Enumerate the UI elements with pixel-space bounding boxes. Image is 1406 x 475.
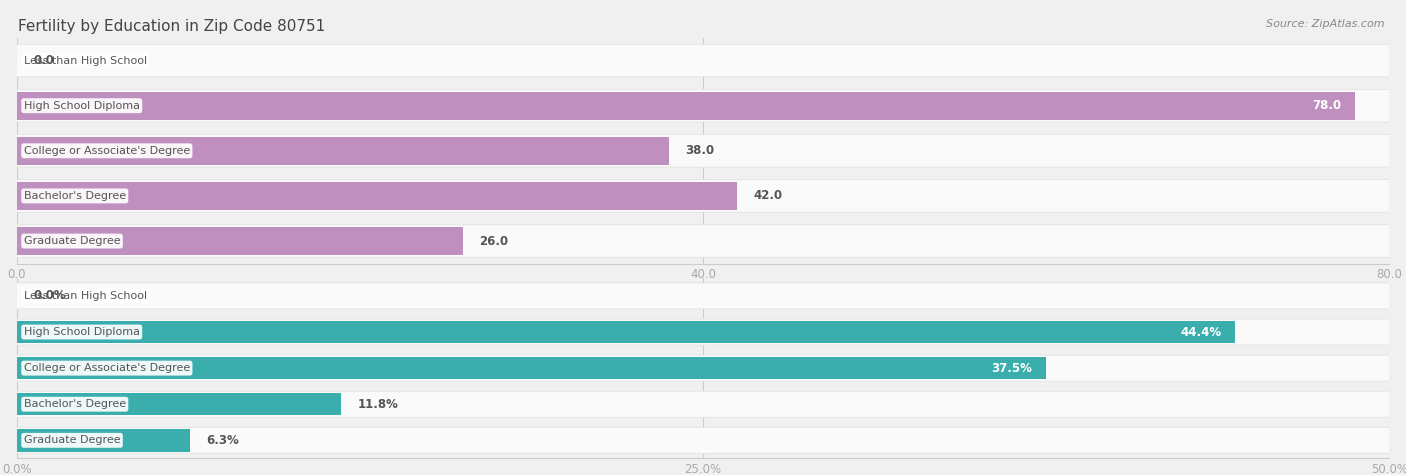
Text: College or Associate's Degree: College or Associate's Degree: [24, 146, 190, 156]
FancyBboxPatch shape: [17, 89, 1389, 122]
FancyBboxPatch shape: [17, 44, 1389, 77]
Text: 78.0: 78.0: [1312, 99, 1341, 112]
Text: College or Associate's Degree: College or Associate's Degree: [24, 363, 190, 373]
Text: Graduate Degree: Graduate Degree: [24, 435, 121, 446]
Bar: [17, 92, 1355, 120]
Text: 38.0: 38.0: [685, 144, 714, 157]
FancyBboxPatch shape: [17, 180, 1389, 212]
Text: Graduate Degree: Graduate Degree: [24, 236, 121, 246]
FancyBboxPatch shape: [17, 391, 1389, 417]
FancyBboxPatch shape: [17, 428, 1389, 453]
FancyBboxPatch shape: [17, 283, 1389, 309]
Text: High School Diploma: High School Diploma: [24, 327, 139, 337]
Text: Bachelor's Degree: Bachelor's Degree: [24, 191, 127, 201]
Text: 42.0: 42.0: [754, 190, 783, 202]
Text: 11.8%: 11.8%: [357, 398, 398, 411]
Text: 37.5%: 37.5%: [991, 361, 1032, 375]
Text: Source: ZipAtlas.com: Source: ZipAtlas.com: [1267, 19, 1385, 29]
Text: 0.0%: 0.0%: [34, 289, 66, 303]
FancyBboxPatch shape: [17, 134, 1389, 167]
Text: Fertility by Education in Zip Code 80751: Fertility by Education in Zip Code 80751: [18, 19, 326, 34]
Text: 6.3%: 6.3%: [207, 434, 239, 447]
Bar: [17, 393, 340, 416]
Bar: [17, 182, 737, 210]
Text: Less than High School: Less than High School: [24, 291, 146, 301]
Bar: [17, 321, 1236, 343]
FancyBboxPatch shape: [17, 225, 1389, 257]
Bar: [17, 137, 669, 165]
FancyBboxPatch shape: [17, 319, 1389, 345]
Text: Less than High School: Less than High School: [24, 56, 146, 66]
Bar: [17, 429, 190, 452]
Text: 0.0: 0.0: [34, 54, 55, 67]
Text: 44.4%: 44.4%: [1181, 325, 1222, 339]
FancyBboxPatch shape: [17, 355, 1389, 381]
Bar: [17, 227, 463, 255]
Bar: [17, 357, 1046, 380]
Text: Bachelor's Degree: Bachelor's Degree: [24, 399, 127, 409]
Text: 26.0: 26.0: [479, 235, 509, 247]
Text: High School Diploma: High School Diploma: [24, 101, 139, 111]
